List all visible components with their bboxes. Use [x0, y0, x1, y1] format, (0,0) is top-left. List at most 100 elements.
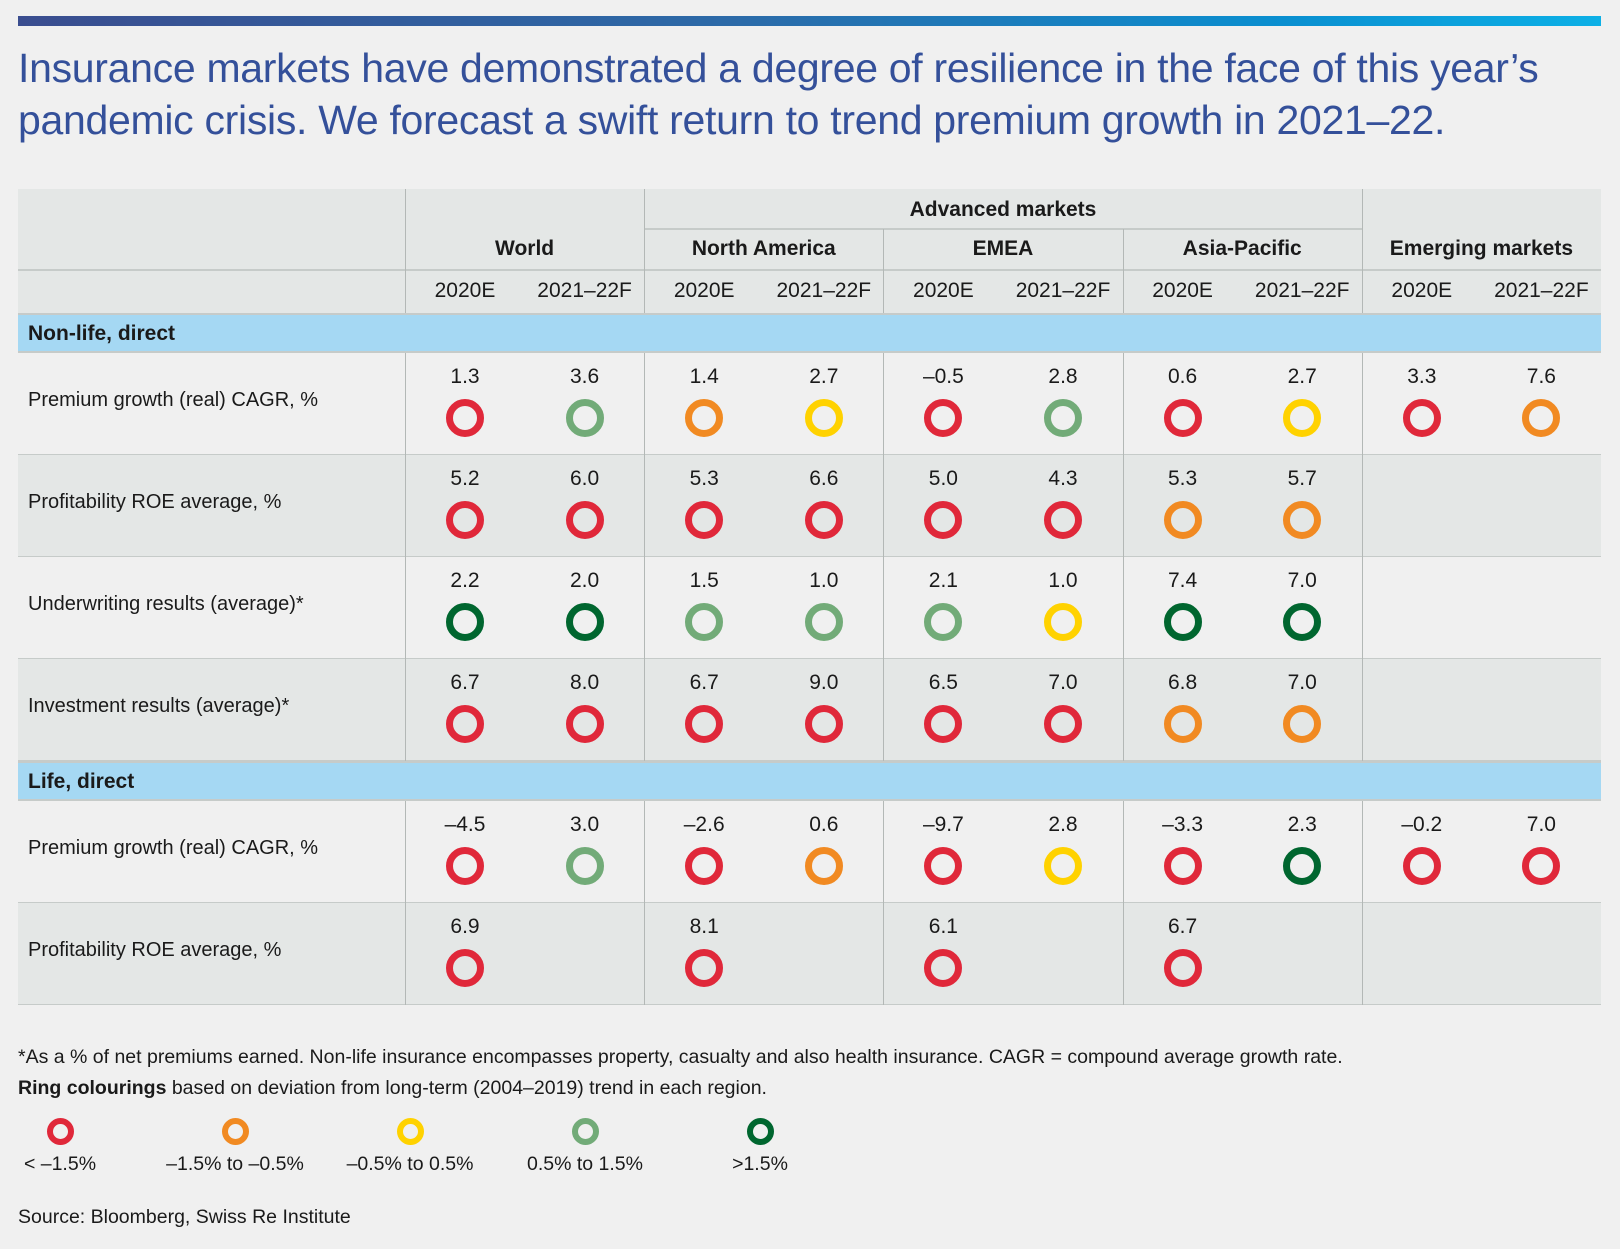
- cell-value: 2.2: [450, 569, 480, 592]
- header-year: 2021–22F: [1254, 279, 1350, 302]
- value-cell: 7.0: [1242, 569, 1362, 641]
- table-row: Underwriting results (average)* 2.2 2.0 1.5…: [18, 557, 1601, 659]
- row-label: Underwriting results (average)*: [28, 593, 304, 615]
- cell-value: 2.3: [1287, 813, 1317, 836]
- value-cell: 1.3: [405, 365, 525, 437]
- header-year: 2021–22F: [1015, 279, 1111, 302]
- cell-value: 2.8: [1048, 365, 1078, 388]
- ring-note-bold: Ring colourings: [18, 1077, 167, 1099]
- value-cell: 6.1: [883, 915, 1003, 987]
- value-cell: 0.6: [764, 813, 884, 885]
- section-title: Life, direct: [28, 770, 135, 793]
- column-divider: [405, 801, 406, 1005]
- column-divider: [883, 801, 885, 1005]
- legend-label: < –1.5%: [23, 1153, 97, 1175]
- value-cell: –3.3: [1123, 813, 1243, 885]
- ring--1.5to-0.5-icon: [1283, 705, 1322, 743]
- table-row: Premium growth (real) CAGR, % 1.3 3.6 1.4 2.…: [18, 353, 1601, 455]
- cell-value: 0.6: [1167, 365, 1198, 388]
- cell-value: 6.0: [569, 467, 600, 490]
- value-cell: 2.3: [1242, 813, 1362, 885]
- ring-lt-1.5-icon: [924, 399, 963, 437]
- ring-lt-1.5-icon: [446, 705, 484, 743]
- cell-value: 3.0: [569, 813, 600, 836]
- ring--0.5to0.5-icon: [804, 399, 843, 437]
- value-cell: –0.5: [883, 365, 1003, 437]
- row-label: Profitability ROE average, %: [28, 939, 282, 961]
- cell-value: 7.0: [1287, 569, 1317, 592]
- cell-value: –4.5: [444, 813, 486, 836]
- cell-value: 8.0: [569, 671, 600, 694]
- advanced-divider: [644, 228, 1362, 230]
- ring-lt-1.5-icon: [1402, 847, 1441, 885]
- value-cell: 8.0: [525, 671, 645, 743]
- ring-lt-1.5-icon: [924, 705, 963, 743]
- ring-lt-1.5-icon: [685, 949, 724, 987]
- ring-0.5to1.5-icon: [924, 603, 963, 641]
- value-cell: 5.3: [644, 467, 764, 539]
- column-divider: [883, 353, 885, 761]
- ring-gt1.5-icon: [446, 603, 484, 641]
- cell-value: 1.5: [689, 569, 719, 592]
- ring-lt-1.5-icon: [446, 847, 484, 885]
- ring-lt-1.5-icon: [924, 501, 963, 539]
- value-cell: 3.0: [525, 813, 645, 885]
- ring--1.5to-0.5-icon: [1163, 705, 1202, 743]
- value-cell: 6.8: [1123, 671, 1243, 743]
- cell-value: 9.0: [809, 671, 839, 694]
- cell-value: 2.1: [928, 569, 958, 592]
- legend-label: >1.5%: [732, 1153, 788, 1175]
- ring-0.5to1.5-icon: [1044, 399, 1082, 437]
- column-divider: [1122, 801, 1124, 1005]
- ring-lt-1.5-icon: [1163, 847, 1202, 885]
- ring-0.5to1.5-icon: [571, 1118, 599, 1145]
- value-cell: 5.0: [883, 467, 1003, 539]
- value-cell: 8.1: [644, 915, 764, 987]
- section-title: Non-life, direct: [28, 322, 176, 345]
- column-divider: [883, 229, 885, 313]
- ring-lt-1.5-icon: [1044, 705, 1082, 743]
- column-divider: [1361, 353, 1363, 761]
- value-cell: 2.2: [405, 569, 525, 641]
- value-cell: 6.7: [1123, 915, 1243, 987]
- cell-value: –0.5: [922, 365, 964, 388]
- cell-value: –9.7: [922, 813, 964, 836]
- source-note: Source: Bloomberg, Swiss Re Institute: [18, 1206, 351, 1228]
- cell-value: 6.7: [689, 671, 719, 694]
- ring--0.5to0.5-icon: [1283, 399, 1322, 437]
- ring-lt-1.5-icon: [446, 949, 484, 987]
- value-cell: 2.7: [1242, 365, 1362, 437]
- header-divider: [18, 269, 1601, 271]
- cell-value: 5.7: [1287, 467, 1317, 490]
- ring--0.5to0.5-icon: [396, 1118, 424, 1145]
- value-cell: –4.5: [405, 813, 525, 885]
- cell-value: 2.7: [1287, 365, 1317, 388]
- table-row: Profitability ROE average, % 6.9 8.1 6.1 6.7: [18, 903, 1601, 1005]
- cell-value: 1.0: [809, 569, 839, 592]
- cell-value: 7.0: [1048, 671, 1078, 694]
- ring-note-text: based on deviation from long-term (2004–…: [166, 1077, 767, 1099]
- cell-value: 6.7: [1167, 915, 1198, 938]
- value-cell: 1.5: [644, 569, 764, 641]
- value-cell: 2.8: [1003, 813, 1123, 885]
- cell-value: 5.3: [1167, 467, 1198, 490]
- value-cell: –0.2: [1362, 813, 1482, 885]
- ring-lt-1.5-icon: [685, 501, 724, 539]
- cell-value: 7.0: [1287, 671, 1317, 694]
- column-divider: [405, 353, 406, 761]
- value-cell: 6.9: [405, 915, 525, 987]
- column-divider: [1122, 353, 1124, 761]
- ring-0.5to1.5-icon: [565, 399, 604, 437]
- ring-gt1.5-icon: [1283, 847, 1322, 885]
- ring-lt-1.5-icon: [446, 501, 484, 539]
- header-emea: EMEA: [972, 237, 1034, 260]
- cell-value: 1.4: [689, 365, 719, 388]
- ring-0.5to1.5-icon: [565, 847, 604, 885]
- value-cell: 9.0: [764, 671, 884, 743]
- table-row: Investment results (average)* 6.7 8.0 6.7 9.…: [18, 659, 1601, 761]
- cell-value: 2.0: [569, 569, 600, 592]
- cell-value: 3.6: [569, 365, 600, 388]
- ring--1.5to-0.5-icon: [1522, 399, 1561, 437]
- header-year: 2020E: [434, 279, 496, 302]
- cell-value: 6.1: [928, 915, 958, 938]
